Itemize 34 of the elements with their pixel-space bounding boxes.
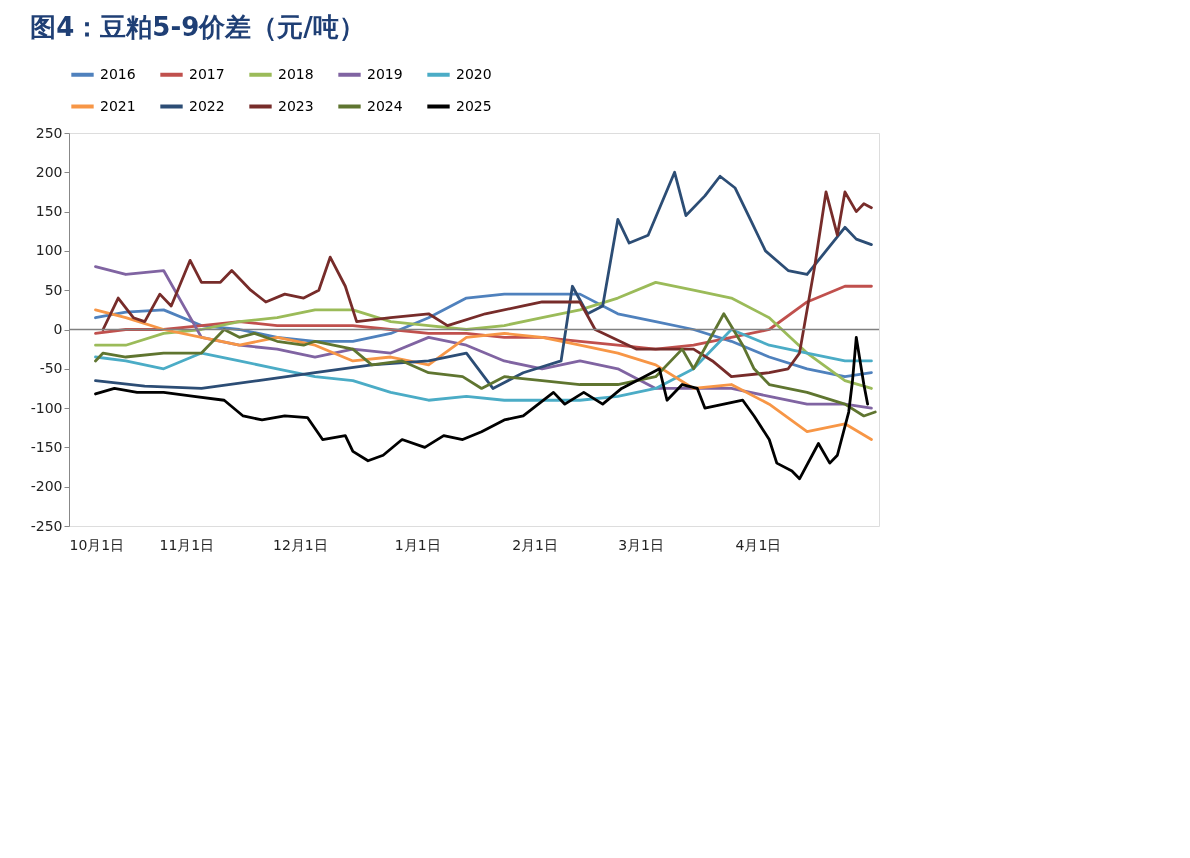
legend-label: 2024 xyxy=(367,97,403,114)
line-series xyxy=(94,280,873,390)
legend-label: 2016 xyxy=(100,65,136,82)
y-tick-label: -250 xyxy=(30,517,63,534)
legend-label: 2018 xyxy=(278,65,314,82)
x-tick-label: 12月1日 xyxy=(273,536,328,553)
y-tick-label: 150 xyxy=(35,203,63,220)
x-tick-label: 10月1日 xyxy=(69,536,125,553)
line-series xyxy=(94,328,873,402)
y-tick-label: 0 xyxy=(53,321,63,337)
x-tick-label: 4月1日 xyxy=(735,536,782,553)
legend-label: 2023 xyxy=(278,97,314,114)
x-tick-label: 11月1日 xyxy=(159,536,215,553)
y-tick-label: -50 xyxy=(39,360,63,377)
x-tick-label: 2月1日 xyxy=(512,536,558,553)
y-tick-label: 200 xyxy=(35,163,63,180)
x-tick-label: 1月1日 xyxy=(394,536,441,553)
legend-label: 2019 xyxy=(367,65,403,82)
line-series xyxy=(94,308,873,441)
x-tick-label: 3月1日 xyxy=(618,536,664,553)
line-series xyxy=(94,335,870,481)
legend-label: 2022 xyxy=(189,97,225,114)
y-tick-label: 250 xyxy=(35,124,63,141)
y-tick-label: -200 xyxy=(30,478,63,495)
y-tick-label: -100 xyxy=(30,399,63,416)
chart-title: 图4：豆粕5-9价差（元/吨） xyxy=(30,12,365,42)
legend-label: 2025 xyxy=(456,97,492,114)
line-series xyxy=(94,312,877,418)
legend-label: 2020 xyxy=(456,65,492,82)
legend-label: 2021 xyxy=(100,97,136,114)
y-tick-label: -150 xyxy=(30,438,63,455)
y-tick-label: 100 xyxy=(35,242,63,259)
legend-label: 2017 xyxy=(189,65,225,82)
y-tick-label: 50 xyxy=(44,281,63,298)
